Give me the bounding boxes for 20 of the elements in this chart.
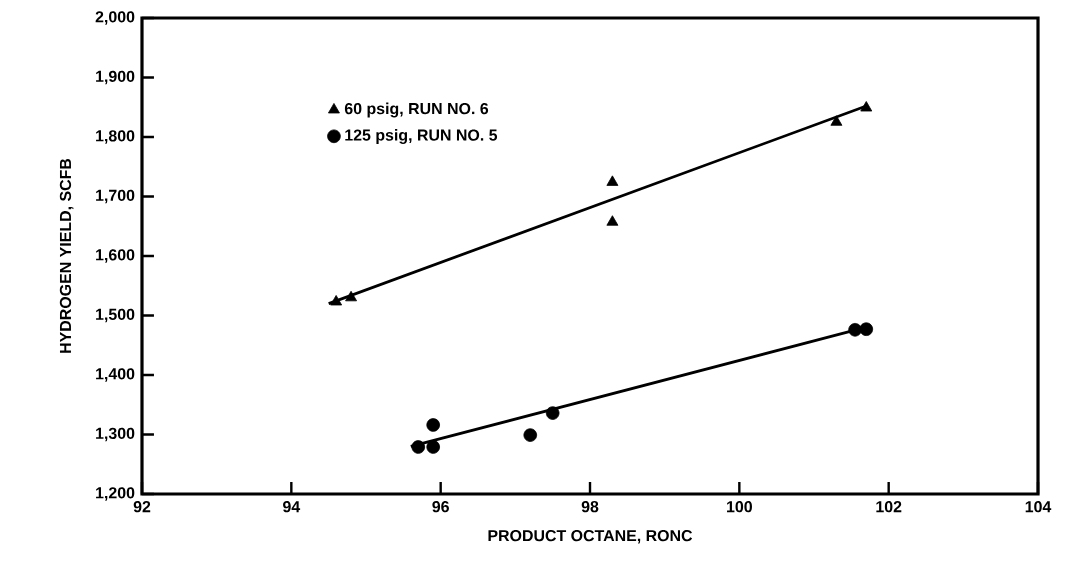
x-tick-label: 104 bbox=[1025, 501, 1052, 513]
x-tick-label: 94 bbox=[283, 501, 301, 513]
legend-label: 125 psig, RUN NO. 5 bbox=[345, 129, 498, 144]
x-tick-label: 98 bbox=[581, 501, 599, 513]
y-tick-label: 1,800 bbox=[96, 130, 135, 144]
x-tick-label: 92 bbox=[133, 501, 151, 513]
y-tick-label: 1,200 bbox=[96, 487, 135, 501]
y-tick-label: 1,900 bbox=[96, 70, 135, 85]
x-axis-title: PRODUCT OCTANE, RONC bbox=[488, 530, 693, 544]
x-tick-label: 96 bbox=[432, 501, 449, 513]
y-axis-title: HYDROGEN YIELD, SCFB bbox=[59, 158, 74, 353]
y-tick-label: 1,500 bbox=[96, 308, 135, 323]
y-tick-label: 1,400 bbox=[96, 368, 135, 382]
x-tick-label: 102 bbox=[876, 501, 902, 513]
y-tick-label: 1,300 bbox=[96, 427, 135, 442]
y-tick-label: 1,600 bbox=[96, 249, 135, 263]
x-tick-label: 100 bbox=[727, 501, 752, 513]
y-tick-label: 2,000 bbox=[95, 11, 135, 25]
y-tick-label: 1,700 bbox=[96, 189, 135, 204]
legend-label: 60 psig, RUN NO. 6 bbox=[344, 102, 489, 118]
